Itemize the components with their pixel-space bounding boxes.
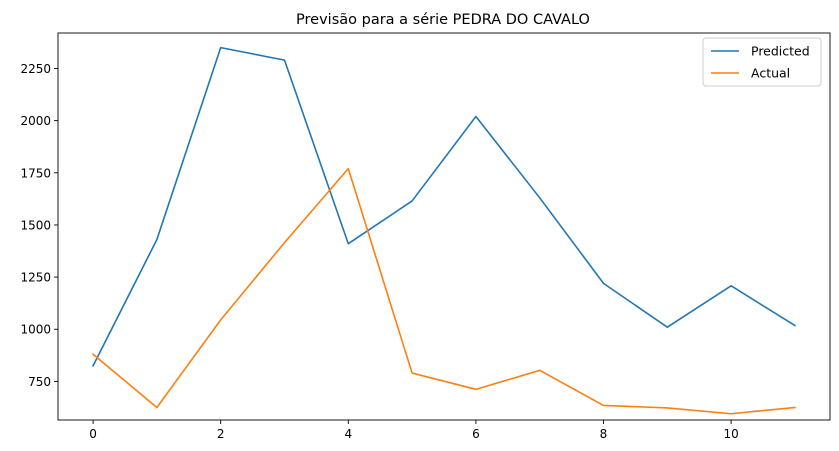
series-line-predicted xyxy=(92,46,797,367)
axes-frame xyxy=(57,32,831,421)
chart-title: Previsão para a série PEDRA DO CAVALO xyxy=(296,12,590,28)
legend-label-actual: Actual xyxy=(751,66,790,81)
y-tick-label: 1500 xyxy=(20,218,51,232)
x-tick-label: 6 xyxy=(472,427,480,441)
legend-label-predicted: Predicted xyxy=(751,44,810,59)
x-tick-label: 4 xyxy=(344,427,352,441)
x-tick-label: 2 xyxy=(217,427,225,441)
y-tick-label: 750 xyxy=(28,375,51,389)
legend-box xyxy=(702,37,822,87)
x-tick-label: 0 xyxy=(89,427,97,441)
y-tick-label: 2000 xyxy=(20,114,51,128)
y-tick-label: 1000 xyxy=(20,323,51,337)
plot-area: 0 2 4 6 8 10 750 1000 1250 1500 1750 2000 2250 xyxy=(20,32,831,441)
y-tick-label: 1750 xyxy=(20,166,51,180)
x-tick-label: 10 xyxy=(723,427,738,441)
x-tick-label: 8 xyxy=(600,427,608,441)
legend: Predicted Actual xyxy=(702,37,822,87)
y-tick-label: 2250 xyxy=(20,62,51,76)
series-line-actual xyxy=(91,167,796,415)
y-tick-label: 1250 xyxy=(20,271,51,285)
